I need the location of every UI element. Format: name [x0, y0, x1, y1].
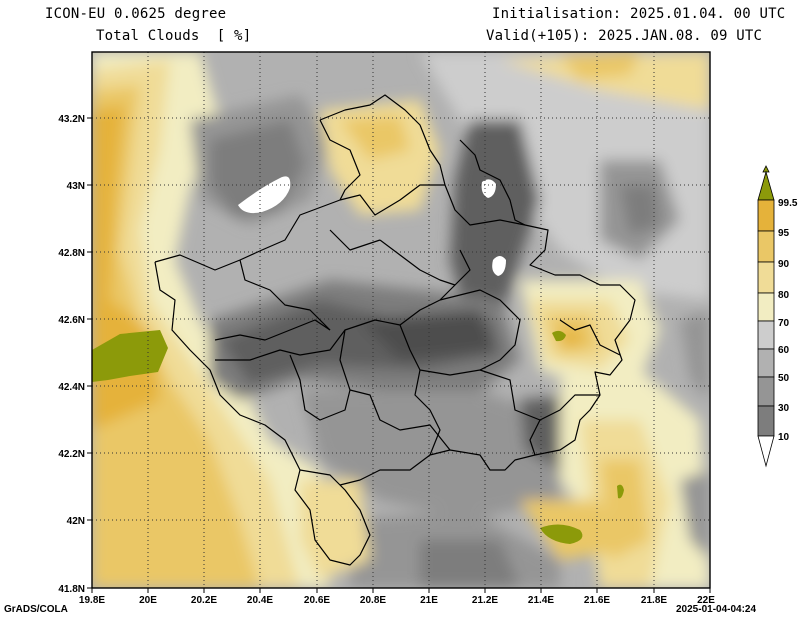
- lat-tick-label: 42.2N: [58, 449, 85, 460]
- lon-tick-label: 20E: [139, 595, 157, 606]
- lat-tick-label: 42.6N: [58, 315, 85, 326]
- colorbar-label: 10: [778, 432, 790, 443]
- lon-tick-label: 19.8E: [79, 595, 105, 606]
- lon-tick-label: 20.2E: [191, 595, 217, 606]
- tick-marks: [87, 117, 711, 593]
- colorbar-swatch: [757, 405, 775, 437]
- colorbar-label: 60: [778, 345, 790, 356]
- model-title: ICON-EU 0.0625 degree: [45, 6, 227, 22]
- lon-tick-label: 21.6E: [584, 595, 610, 606]
- colorbar-swatch: [757, 320, 775, 350]
- footer-credit: GrADS/COLA: [4, 604, 68, 615]
- colorbar-label: 80: [778, 290, 790, 301]
- variable-title: Total Clouds [ %]: [96, 28, 252, 44]
- colorbar-label: 99.5: [778, 198, 798, 209]
- lon-tick-label: 20.6E: [304, 595, 330, 606]
- lon-tick-labels: 19.8E 20E 20.2E 20.4E 20.6E 20.8E 21E 21…: [79, 595, 715, 606]
- colorbar-swatch: [757, 261, 775, 294]
- lat-tick-label: 41.8N: [58, 584, 85, 595]
- grid-lines: [92, 52, 710, 588]
- colorbar-label: 95: [778, 228, 790, 239]
- lat-tick-label: 42N: [67, 516, 85, 527]
- lon-tick-label: 21E: [420, 595, 438, 606]
- colorbar-swatch: [757, 348, 775, 378]
- lat-tick-label: 43.2N: [58, 114, 85, 125]
- lat-tick-label: 42.8N: [58, 248, 85, 259]
- colorbar-bottom-tip: [757, 435, 775, 468]
- colorbar-swatch: [757, 199, 775, 232]
- init-time: Initialisation: 2025.01.04. 00 UTC: [492, 6, 786, 22]
- lon-tick-label: 21.2E: [472, 595, 498, 606]
- colorbar-swatch: [757, 170, 775, 201]
- colorbar-labels: 99.5 95 90 80 70 60 50 30 10: [778, 198, 798, 443]
- colorbar-label: 90: [778, 259, 790, 270]
- colorbar-label: 70: [778, 318, 790, 329]
- colorbar-label: 30: [778, 403, 790, 414]
- plot-frame: [91, 51, 711, 589]
- lon-tick-label: 20.8E: [360, 595, 386, 606]
- country-borders: [154, 94, 636, 566]
- lat-tick-label: 43N: [67, 181, 85, 192]
- colorbar-swatch: [757, 230, 775, 263]
- lon-tick-label: 21.4E: [528, 595, 554, 606]
- lon-tick-label: 22E: [697, 595, 715, 606]
- lat-tick-labels: 43.2N 43N 42.8N 42.6N 42.4N 42.2N 42N 41…: [58, 114, 85, 595]
- footer-timestamp: 2025-01-04-04:24: [676, 604, 757, 615]
- colorbar: [757, 165, 775, 468]
- lat-tick-label: 42.4N: [58, 382, 85, 393]
- colorbar-swatch: [757, 376, 775, 407]
- lon-tick-label: 20.4E: [247, 595, 273, 606]
- colorbar-label: 50: [778, 373, 790, 384]
- cloud-field: [92, 52, 710, 588]
- lon-tick-label: 21.8E: [641, 595, 667, 606]
- colorbar-swatch: [757, 292, 775, 322]
- valid-time: Valid(+105): 2025.JAN.08. 09 UTC: [486, 28, 763, 44]
